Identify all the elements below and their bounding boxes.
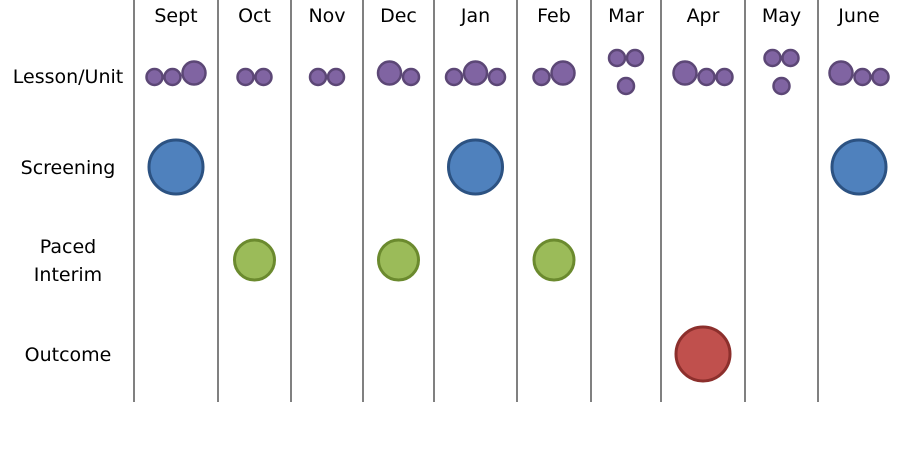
lesson-dot-jan-2 [487, 67, 507, 87]
lesson-dot-apr-2 [715, 67, 734, 87]
screening-assessments [147, 138, 888, 196]
paced-interim-assessments [233, 238, 576, 282]
month-label-dec: Dec [380, 5, 417, 27]
lesson-dot-may-0 [763, 48, 782, 68]
lesson-dot-oct-0 [236, 67, 255, 87]
lesson-dot-sept-2 [181, 60, 207, 86]
screening-dot-sept [147, 138, 205, 196]
month-labels: Sept Oct Nov Dec Jan Feb Mar Apr May June [154, 5, 879, 27]
lesson-dot-nov-0 [308, 67, 328, 87]
screening-dot-june [830, 138, 888, 196]
row-labels: Lesson/Unit Screening Paced Interim Outcome [13, 66, 123, 366]
month-column-dividers [133, 0, 819, 402]
outcome-assessments [674, 325, 732, 383]
month-label-mar: Mar [608, 5, 644, 27]
lesson-dot-apr-0 [672, 60, 698, 86]
month-label-jan: Jan [460, 5, 490, 27]
lesson-dot-mar-1 [625, 48, 645, 68]
month-label-nov: Nov [308, 5, 345, 27]
lesson-dot-may-2 [772, 76, 791, 96]
month-label-oct: Oct [238, 5, 271, 27]
lesson-dot-june-0 [828, 60, 854, 86]
lesson-dot-sept-1 [163, 67, 182, 87]
lesson-dot-june-1 [853, 67, 872, 87]
lesson-dot-dec-1 [401, 67, 421, 87]
outcome-dot-apr [674, 325, 732, 383]
lesson-dot-june-2 [871, 67, 890, 87]
lesson-dot-dec-0 [376, 60, 403, 86]
lesson-dot-oct-1 [254, 67, 273, 87]
month-label-may: May [762, 5, 801, 27]
month-label-apr: Apr [687, 5, 720, 27]
interim-dot-feb [532, 238, 576, 282]
lesson-dot-apr-1 [697, 67, 716, 87]
lesson-dot-jan-0 [444, 67, 464, 87]
lesson-dot-feb-0 [532, 67, 551, 87]
row-label-interim-line-0: Paced [40, 236, 96, 258]
screening-dot-jan [447, 138, 504, 196]
row-label-screening: Screening [21, 157, 116, 179]
lesson-dot-feb-1 [550, 60, 576, 86]
row-label-interim-line-1: Interim [34, 264, 102, 286]
lesson-dot-mar-0 [607, 48, 627, 68]
lesson-dot-nov-1 [326, 67, 346, 87]
lesson-dot-sept-0 [145, 67, 164, 87]
interim-dot-dec [377, 238, 420, 282]
lesson-unit-assessments [145, 48, 890, 96]
lesson-dot-may-1 [781, 48, 800, 68]
interim-dot-oct [233, 238, 276, 282]
month-label-june: June [837, 5, 879, 27]
lesson-dot-mar-2 [616, 76, 636, 96]
row-label-outcome: Outcome [25, 344, 112, 366]
lesson-dot-jan-1 [462, 60, 489, 86]
row-label-lesson: Lesson/Unit [13, 66, 123, 88]
month-label-sept: Sept [154, 5, 197, 27]
month-label-feb: Feb [537, 5, 571, 27]
